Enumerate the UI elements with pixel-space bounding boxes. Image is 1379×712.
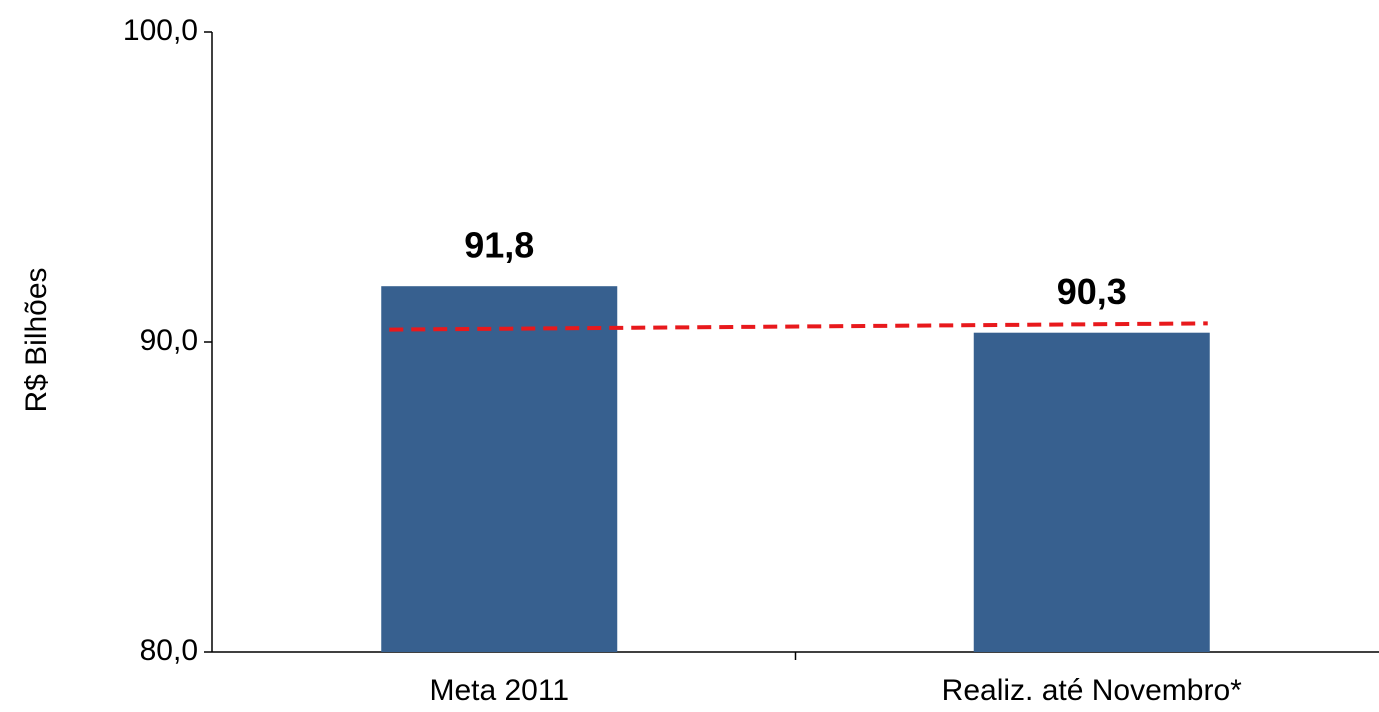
value-label: 90,3 bbox=[1057, 271, 1127, 312]
bar bbox=[381, 286, 618, 652]
x-tick-label: Realiz. até Novembro* bbox=[942, 674, 1242, 707]
y-tick-label: 100,0 bbox=[123, 14, 198, 47]
y-tick-label: 90,0 bbox=[140, 324, 198, 357]
y-tick-label: 80,0 bbox=[140, 634, 198, 667]
trend-line bbox=[389, 321, 1208, 332]
value-label: 91,8 bbox=[464, 225, 534, 266]
y-axis-label: R$ Bilhões bbox=[20, 267, 53, 412]
bar bbox=[973, 332, 1210, 652]
x-tick-label: Meta 2011 bbox=[429, 674, 569, 707]
